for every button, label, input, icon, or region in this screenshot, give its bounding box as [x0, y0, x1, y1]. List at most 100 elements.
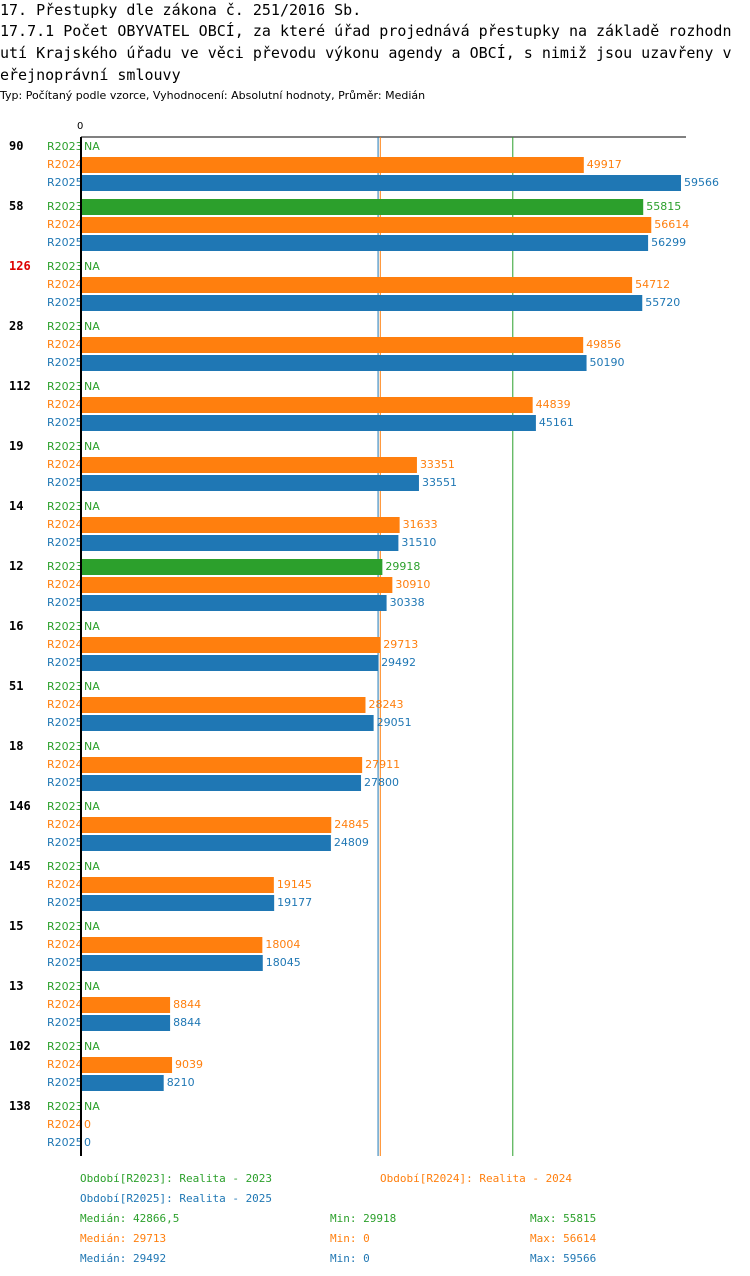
series-label: R2025 [47, 536, 83, 549]
bar-r2024 [81, 457, 417, 473]
bar-r2024 [81, 637, 381, 653]
na-label: NA [84, 320, 100, 333]
series-label: R2024 [47, 638, 83, 651]
series-label: R2025 [47, 656, 83, 669]
bar-r2024 [81, 697, 366, 713]
data-label: 59566 [684, 176, 719, 189]
data-label: 28243 [368, 698, 403, 711]
page-title: 17. Přestupky dle zákona č. 251/2016 Sb. [0, 1, 362, 19]
series-label: R2024 [47, 398, 83, 411]
series-label: R2023 [47, 920, 83, 933]
bar-r2023 [81, 559, 383, 575]
series-label: R2023 [47, 200, 83, 213]
series-label: R2024 [47, 218, 83, 231]
data-label: 27911 [365, 758, 400, 771]
data-label: 27800 [364, 776, 399, 789]
data-label: 49856 [586, 338, 621, 351]
series-label: R2023 [47, 320, 83, 333]
data-label: 50190 [590, 356, 625, 369]
bar-r2025 [81, 955, 263, 971]
stat-min-r2023: Min: 29918 [330, 1212, 397, 1225]
data-label: 8210 [167, 1076, 195, 1089]
series-label: R2024 [47, 698, 83, 711]
data-label: 8844 [173, 1016, 201, 1029]
bar-r2023 [81, 199, 644, 215]
series-label: R2023 [47, 1040, 83, 1053]
series-label: R2023 [47, 440, 83, 453]
series-label: R2025 [47, 296, 83, 309]
series-label: R2025 [47, 596, 83, 609]
series-label: R2023 [47, 980, 83, 993]
stat-min-r2024: Min: 0 [330, 1232, 370, 1245]
series-label: R2023 [47, 140, 83, 153]
bar-r2025 [81, 775, 362, 791]
bar-r2025 [81, 835, 331, 851]
series-label: R2023 [47, 620, 83, 633]
stat-median-r2025: Medián: 29492 [80, 1252, 167, 1265]
chart-title-line-1: 17.7.1 Počet OBYVATEL OBCÍ, za které úřa… [0, 22, 732, 40]
bar-r2025 [81, 655, 379, 671]
group-label: 14 [9, 499, 23, 513]
group-label: 138 [9, 1099, 31, 1113]
series-label: R2025 [47, 1076, 83, 1089]
series-label: R2025 [47, 836, 83, 849]
group-label: 51 [9, 679, 23, 693]
group-label: 18 [9, 739, 23, 753]
bar-r2024 [81, 337, 584, 353]
na-label: NA [84, 140, 100, 153]
group-label: 12 [9, 559, 23, 573]
bar-r2024 [81, 397, 533, 413]
series-label: R2024 [47, 458, 83, 471]
bar-r2024 [81, 517, 400, 533]
stat-median-r2023: Medián: 42866,5 [80, 1212, 180, 1225]
group-label: 28 [9, 319, 23, 333]
series-label: R2025 [47, 1016, 83, 1029]
data-label: 30338 [390, 596, 425, 609]
series-label: R2024 [47, 938, 83, 951]
data-label: 56614 [654, 218, 689, 231]
bar-r2024 [81, 817, 332, 833]
bar-r2025 [81, 1015, 171, 1031]
na-label: NA [84, 500, 100, 513]
group-label: 15 [9, 919, 23, 933]
data-label: 0 [84, 1118, 91, 1131]
data-label: 19177 [277, 896, 312, 909]
data-label: 55720 [645, 296, 680, 309]
series-label: R2025 [47, 1136, 83, 1149]
bar-r2024 [81, 217, 652, 233]
series-label: R2024 [47, 1058, 83, 1071]
group-label: 90 [9, 139, 23, 153]
series-label: R2024 [47, 158, 83, 171]
bar-r2024 [81, 877, 274, 893]
series-label: R2024 [47, 1118, 83, 1131]
series-label: R2025 [47, 356, 83, 369]
series-label: R2024 [47, 998, 83, 1011]
series-label: R2023 [47, 1100, 83, 1113]
data-label: 8844 [173, 998, 201, 1011]
bar-r2025 [81, 595, 387, 611]
data-label: 49917 [587, 158, 622, 171]
data-label: 30910 [395, 578, 430, 591]
bar-r2025 [81, 175, 681, 191]
bar-r2025 [81, 535, 399, 551]
series-label: R2024 [47, 578, 83, 591]
bar-r2024 [81, 577, 393, 593]
group-label: 102 [9, 1039, 31, 1053]
bar-r2025 [81, 235, 649, 251]
series-label: R2025 [47, 956, 83, 969]
na-label: NA [84, 800, 100, 813]
na-label: NA [84, 260, 100, 273]
bar-r2024 [81, 1057, 173, 1073]
data-label: 31510 [401, 536, 436, 549]
series-label: R2025 [47, 236, 83, 249]
legend-r2023: Období[R2023]: Realita - 2023 [80, 1172, 273, 1185]
na-label: NA [84, 860, 100, 873]
chart-title-line-3: eřejnoprávní smlouvy [0, 66, 181, 84]
group-label: 145 [9, 859, 31, 873]
series-label: R2024 [47, 818, 83, 831]
na-label: NA [84, 620, 100, 633]
bar-r2025 [81, 475, 419, 491]
legend-r2025: Období[R2025]: Realita - 2025 [80, 1192, 273, 1205]
group-label: 146 [9, 799, 31, 813]
